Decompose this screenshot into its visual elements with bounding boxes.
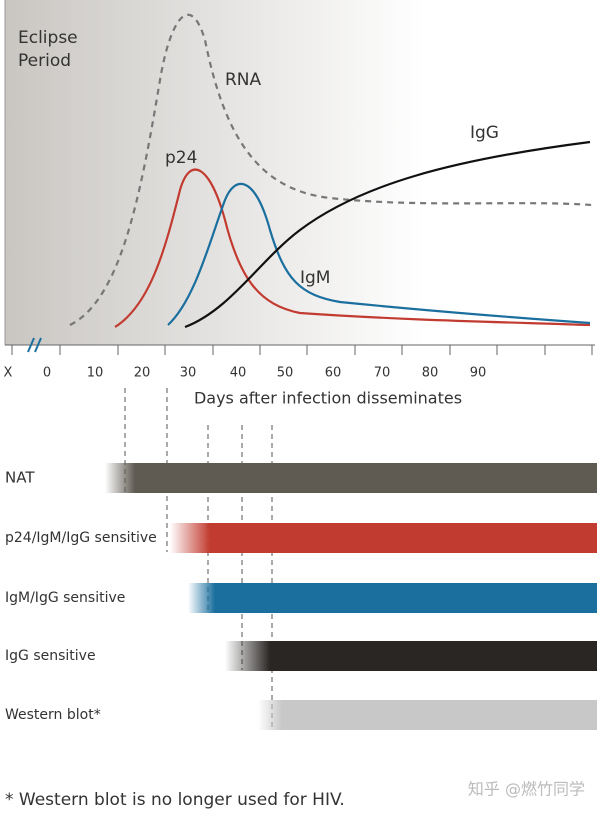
x-tick-label: 50 bbox=[277, 366, 294, 381]
x-tick-label: 90 bbox=[470, 366, 487, 381]
eclipse-label: Period bbox=[18, 51, 71, 71]
assay-label: Western blot* bbox=[5, 707, 101, 723]
x-axis-label: Days after infection disseminates bbox=[194, 389, 462, 408]
assay-bar bbox=[282, 700, 597, 730]
assay-label: IgM/IgG sensitive bbox=[5, 590, 125, 606]
assay-fade bbox=[258, 700, 282, 730]
curve-label: p24 bbox=[165, 148, 197, 168]
x-tick-label: 60 bbox=[325, 366, 342, 381]
curve-label: IgM bbox=[300, 268, 330, 288]
x-tick-label: 10 bbox=[87, 366, 104, 381]
x-tick-label: 0 bbox=[43, 366, 51, 381]
assay-fade bbox=[188, 583, 215, 613]
x-tick-label: 30 bbox=[180, 366, 197, 381]
x-tick-label: 40 bbox=[230, 366, 247, 381]
x-tick-label: 70 bbox=[374, 366, 391, 381]
axis-break bbox=[27, 337, 42, 353]
assay-label: p24/IgM/IgG sensitive bbox=[5, 530, 157, 546]
curve-label: RNA bbox=[225, 70, 262, 90]
assay-fade bbox=[225, 641, 270, 671]
assay-label: IgG sensitive bbox=[5, 648, 96, 664]
curves bbox=[69, 13, 593, 329]
x-tick-label: 80 bbox=[422, 366, 439, 381]
assay-bar bbox=[215, 583, 597, 613]
assay-bar bbox=[270, 641, 597, 671]
assay-label: NAT bbox=[5, 469, 35, 487]
assay-fade bbox=[105, 463, 135, 493]
assay-fade bbox=[170, 523, 210, 553]
x-ticks bbox=[11, 345, 593, 355]
x-tick-label: X bbox=[4, 366, 13, 381]
assay-bar bbox=[210, 523, 597, 553]
eclipse-label: Eclipse bbox=[18, 28, 78, 48]
watermark: 知乎 @燃竹同学 bbox=[468, 780, 585, 799]
assay-bar bbox=[135, 463, 597, 493]
x-tick-label: 20 bbox=[134, 366, 151, 381]
threshold-lines bbox=[124, 388, 273, 730]
curve-label: IgG bbox=[470, 123, 499, 143]
footnote: * Western blot is no longer used for HIV… bbox=[5, 790, 345, 810]
eclipse-shade bbox=[5, 0, 425, 345]
